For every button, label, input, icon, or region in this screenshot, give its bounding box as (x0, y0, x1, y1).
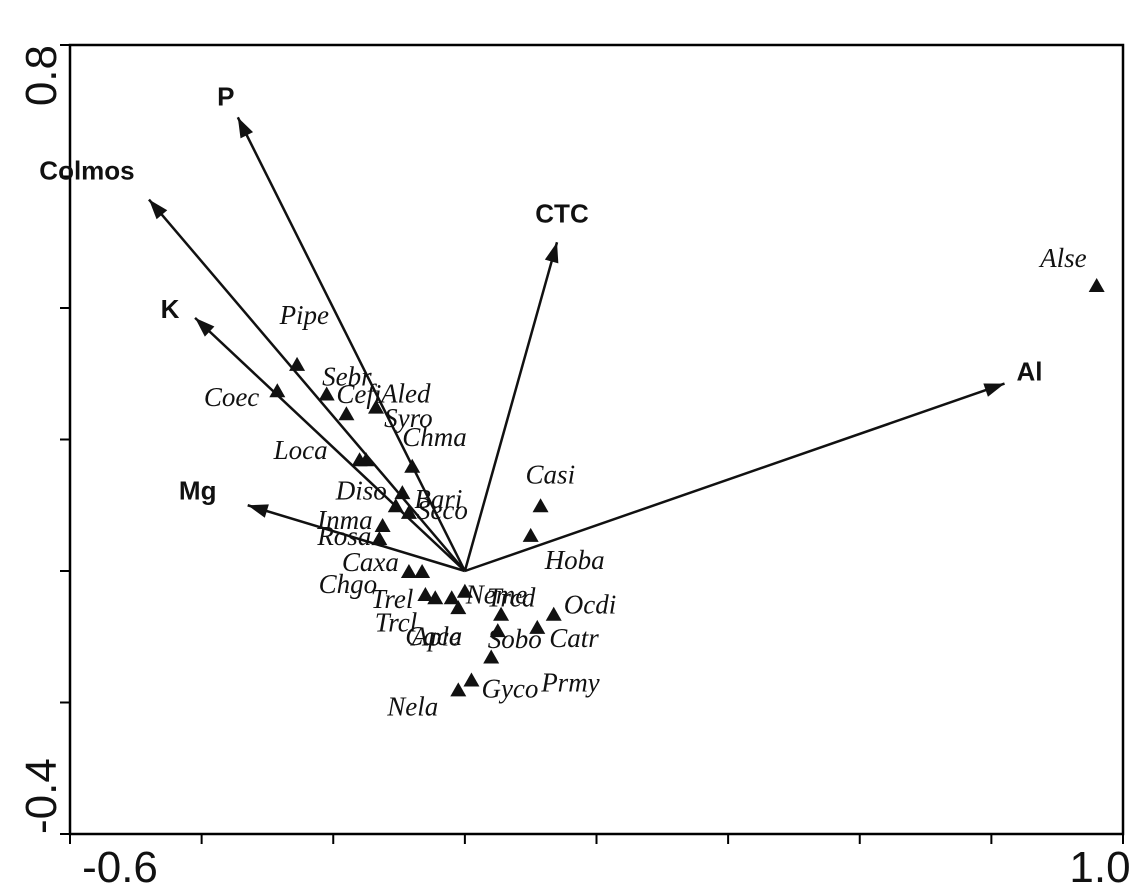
species-point-trcl (427, 590, 444, 605)
species-point-aple (493, 606, 510, 621)
species-point-pipe (289, 356, 306, 371)
species-label-cefi: Cefi (336, 379, 381, 409)
species-label-trcl: Trcl (375, 607, 418, 637)
y-tick-label-min: -0.4 (17, 758, 66, 834)
species-label-aple: Aple (410, 622, 461, 652)
vector-arrowhead-colmos (148, 199, 168, 220)
species-point-trcd (456, 583, 473, 598)
species-label-hoba: Hoba (544, 545, 605, 575)
species-point-chma (404, 458, 421, 473)
species-label-bari: Bari (414, 484, 462, 514)
species-label-syro: Syro (384, 403, 433, 433)
species-label-trcd: Trcd (487, 583, 536, 613)
species-point-aled (368, 399, 385, 414)
species-label-coec: Coec (204, 382, 259, 412)
species-point-caxa (400, 564, 417, 578)
species-label-caxa: Caxa (342, 547, 399, 577)
species-label-seco: Seco (417, 495, 468, 525)
axis-ticks (60, 44, 1124, 844)
vector-label-p: P (217, 81, 234, 111)
species-label-rosa: Rosa (316, 521, 371, 551)
vector-line-k (194, 316, 466, 572)
species-point-sobo (489, 623, 506, 638)
species-point-inma (374, 517, 391, 532)
species-label-aled: Aled (379, 379, 431, 409)
vector-label-k: K (161, 294, 180, 324)
species-label-prmy: Prmy (540, 667, 599, 697)
axis-tick-labels: 0.8 -0.4 -0.6 1.0 (17, 45, 1131, 886)
species-label-ocdi: Ocdi (564, 590, 616, 620)
vector-arrowhead-ctc (544, 242, 559, 264)
vector-label-al: Al (1017, 357, 1043, 387)
vector-arrowhead-al (983, 383, 1005, 397)
y-tick-label-max: 0.8 (17, 45, 66, 106)
species-point-rosa (371, 531, 388, 546)
species-label-sebr: Sebr (322, 361, 372, 391)
species-label-chma: Chma (402, 422, 467, 452)
species-point-hoba (522, 527, 539, 542)
vector-line-mg (247, 504, 466, 573)
species-point-caca (450, 600, 467, 615)
species-point-catr (529, 619, 546, 634)
species-label-neme: Neme (465, 579, 527, 609)
vector-label-ctc: CTC (535, 198, 589, 228)
vector-line-ctc (463, 241, 559, 572)
species-point-gyco (463, 672, 480, 687)
species-label-inma: Inma (316, 505, 373, 535)
environment-vectors: P Colmos CTC K Mg Al (39, 81, 1043, 573)
x-tick-label-min: -0.6 (82, 843, 158, 886)
species-point-nela (450, 682, 467, 697)
vector-arrowhead-mg (247, 504, 269, 518)
vector-label-mg: Mg (179, 475, 217, 505)
species-point-casi (532, 498, 549, 513)
species-label-nela: Nela (386, 691, 438, 721)
species-point-bari (394, 485, 411, 500)
vector-line-p (236, 116, 466, 572)
vector-line-colmos (148, 198, 466, 572)
species-label-gyco: Gyco (481, 673, 538, 703)
species-label-diso: Diso (335, 475, 387, 505)
species-label-catr: Catr (549, 623, 599, 653)
species-label-caca: Caca (405, 621, 462, 651)
species-point-chgo (414, 564, 431, 578)
species-label-loca: Loca (273, 435, 328, 465)
species-point-diso (387, 498, 404, 513)
species-label-alse: Alse (1038, 243, 1087, 273)
vector-arrowhead-k (195, 317, 215, 337)
species-label-sobo: Sobo (488, 624, 542, 654)
plot-frame (68, 43, 1125, 836)
x-tick-label-max: 1.0 (1069, 843, 1130, 886)
species-point-prmy (483, 649, 500, 664)
species-label-pipe: Pipe (279, 300, 329, 330)
species-point-neme (443, 590, 460, 605)
vector-arrowhead-p (237, 117, 254, 139)
species-point-cefi (338, 406, 355, 421)
species-point-ocdi (545, 606, 562, 621)
vector-line-al (464, 382, 1005, 573)
vector-label-colmos: Colmos (39, 156, 134, 186)
species-label-chgo: Chgo (319, 569, 378, 599)
species-point-coec (269, 383, 286, 398)
species-point-seco (400, 504, 417, 519)
species-point-alse (1088, 277, 1105, 292)
species-label-casi: Casi (526, 459, 576, 489)
species-point-sebr (318, 386, 335, 401)
species-point-trel (417, 587, 434, 602)
species-label-trel: Trel (371, 584, 414, 614)
species-point-loca (351, 452, 368, 467)
